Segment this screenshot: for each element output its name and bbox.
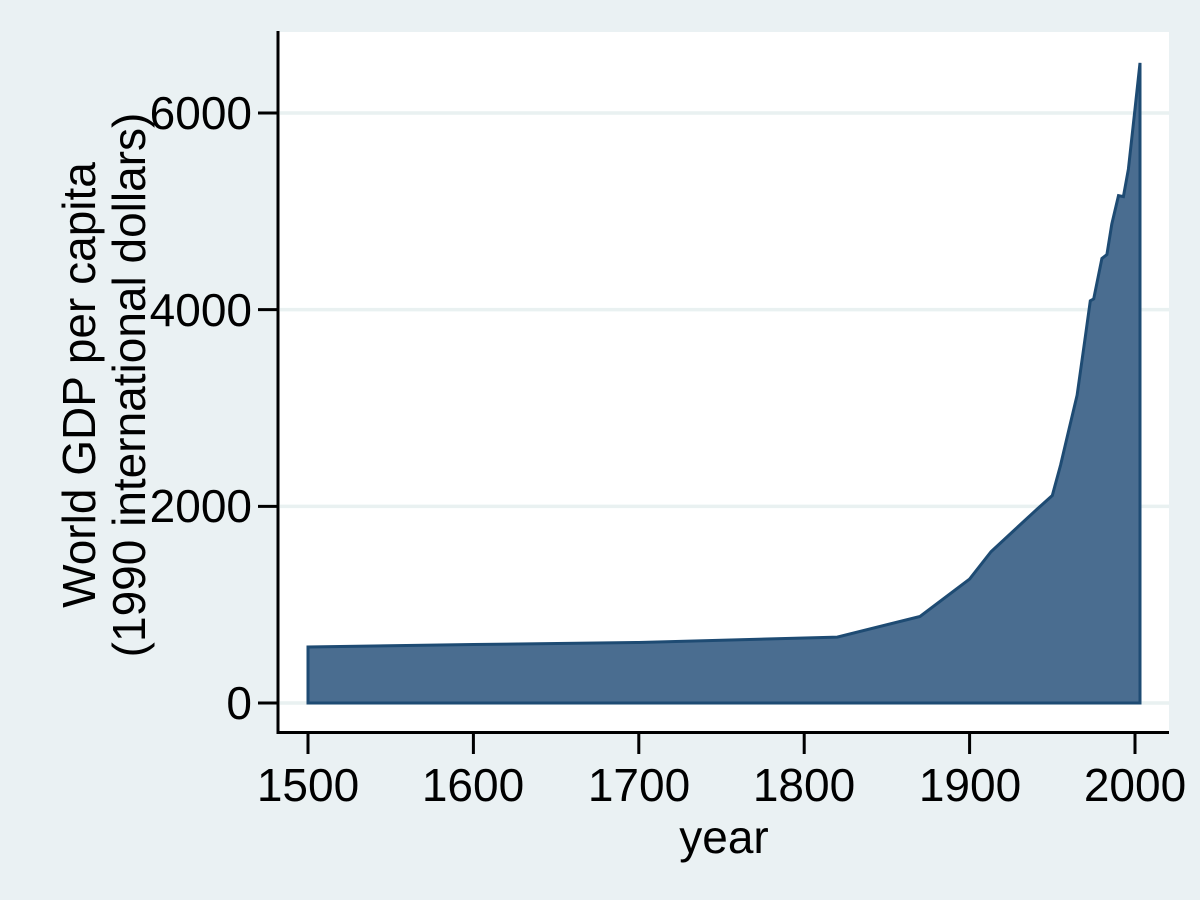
y-tick-label-0: 0 — [226, 677, 252, 729]
y-tick-label-6000: 6000 — [149, 87, 252, 139]
y-tick-label-4000: 4000 — [149, 284, 252, 336]
x-tick-label-1900: 1900 — [918, 759, 1022, 811]
y-tick-label-2000: 2000 — [149, 480, 252, 532]
x-tick-label-1600: 1600 — [421, 759, 525, 811]
x-tick-label-1800: 1800 — [752, 759, 856, 811]
x-tick-label-1500: 1500 — [256, 759, 360, 811]
x-tick-label-2000: 2000 — [1083, 759, 1187, 811]
gdp-area-series — [306, 62, 1142, 705]
x-axis-title: year — [679, 811, 769, 863]
y-axis-title: World GDP per capita (1990 international… — [53, 112, 155, 658]
y-axis-title-line1: World GDP per capita — [53, 162, 105, 608]
y-axis-title-line2: (1990 international dollars) — [103, 112, 155, 658]
x-tick-label-1700: 1700 — [587, 759, 691, 811]
